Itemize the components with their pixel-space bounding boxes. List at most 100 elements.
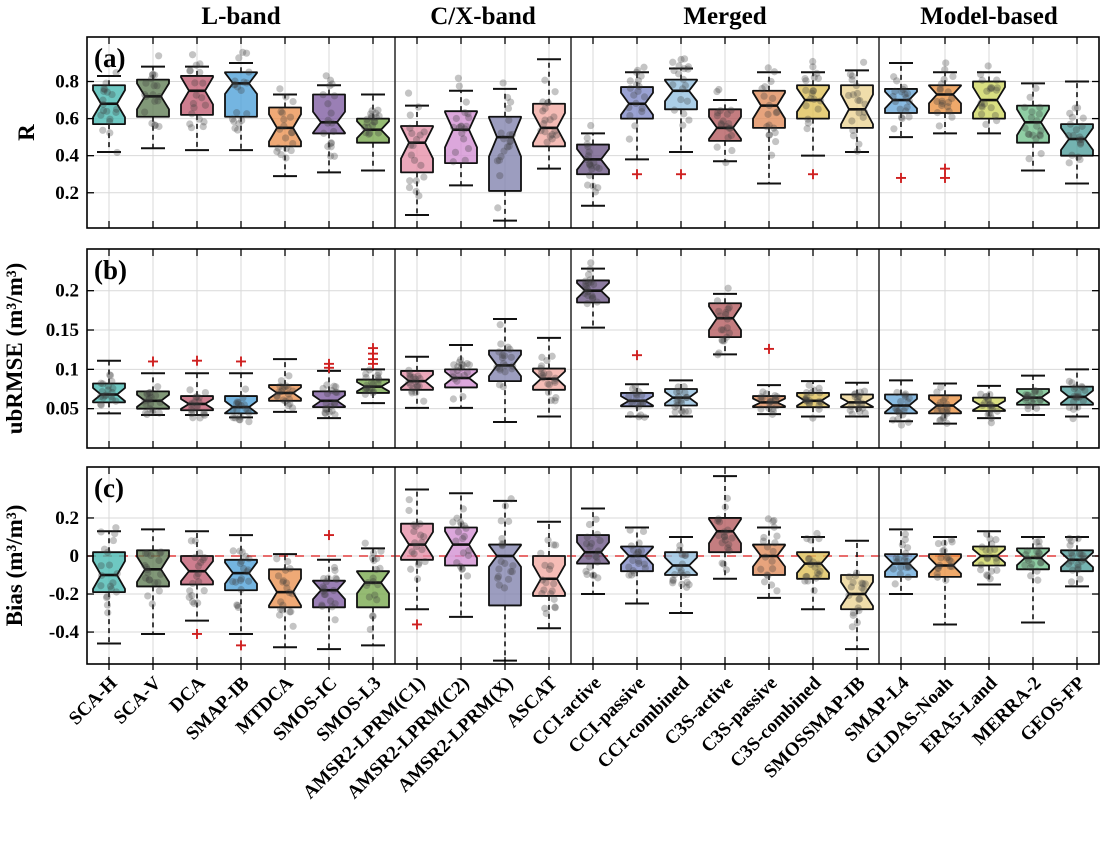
scatter-dot-a-16-6 [802,86,810,94]
scatter-dot-a-8-3 [457,122,465,131]
scatter-dot-c-9-1 [508,568,516,576]
scatter-dot-b-9-4 [506,345,514,353]
scatter-dot-a-13-10 [677,95,685,104]
scatter-dot-b-17-1 [851,390,859,398]
scatter-dot-b-7-3 [405,378,413,387]
scatter-dot-a-11-7 [586,160,594,168]
scatter-dot-a-17-17 [854,96,862,104]
scatter-dot-b-4-7 [285,372,293,380]
scatter-dot-c-9-13 [498,534,506,543]
scatter-dot-c-12-1 [635,559,643,568]
scatter-dot-b-21-17 [1022,391,1030,399]
scatter-dot-a-0-16 [102,79,110,87]
scatter-dot-b-19-3 [943,419,951,427]
scatter-dot-a-14-12 [723,110,731,118]
scatter-dot-b-0-16 [101,392,109,400]
scatter-dot-b-18-11 [901,404,909,412]
scatter-dot-c-4-3 [283,584,291,592]
scatter-dot-b-15-15 [757,405,765,413]
scatter-dot-b-13-9 [675,387,684,395]
scatter-dot-c-0-1 [104,609,112,617]
scatter-dot-b-13-10 [674,396,682,405]
scatter-dot-c-5-13 [318,601,326,609]
scatter-dot-a-5-6 [320,129,328,137]
scatter-dot-b-14-4 [723,324,731,332]
scatter-dot-b-14-13 [724,284,732,292]
scatter-dot-b-8-5 [454,363,462,371]
scatter-dot-c-22-14 [1077,551,1085,559]
scatter-dot-b-22-15 [1075,393,1083,401]
scatter-dot-c-9-2 [507,495,515,503]
scatter-dot-b-11-7 [581,277,590,285]
scatter-dot-b-4-4 [286,400,294,408]
scatter-dot-c-14-15 [725,547,733,555]
scatter-dot-c-12-8 [634,548,642,556]
scatter-dot-a-2-17 [186,67,194,75]
scatter-dot-b-17-5 [856,408,864,416]
scatter-dot-b-6-10 [375,369,383,377]
scatter-dot-c-12-11 [633,550,641,558]
scatter-dot-a-2-15 [196,68,204,76]
scatter-dot-c-7-9 [405,496,413,504]
scatter-dot-c-5-10 [331,616,339,624]
scatter-dot-a-6-16 [368,121,377,129]
scatter-dot-c-8-2 [453,559,461,567]
scatter-dot-b-8-0 [457,364,465,372]
scatter-dot-a-13-11 [683,97,691,105]
scatter-dot-b-12-11 [631,383,640,391]
scatter-dot-a-6-18 [375,112,383,120]
scatter-dot-c-18-7 [903,544,912,552]
scatter-dot-a-7-17 [408,129,416,138]
scatter-dot-c-22-17 [1069,566,1077,574]
scatter-dot-a-8-15 [462,98,470,106]
scatter-dot-a-3-13 [243,79,251,87]
scatter-dot-c-22-13 [1074,535,1082,543]
scatter-dot-a-22-18 [1076,155,1084,164]
scatter-dot-c-19-14 [942,554,951,562]
scatter-dot-a-5-17 [324,142,332,151]
scatter-dot-c-13-5 [669,576,677,584]
scatter-dot-b-6-0 [362,381,371,390]
scatter-dot-a-8-14 [462,122,471,130]
scatter-dot-c-18-15 [901,553,909,561]
scatter-dot-c-12-16 [627,542,635,550]
scatter-dot-c-13-16 [676,546,684,554]
scatter-dot-b-15-14 [773,401,781,410]
scatter-dot-c-10-14 [545,565,554,573]
scatter-dot-c-17-17 [849,578,857,587]
scatter-dot-a-11-0 [585,160,594,169]
scatter-dot-c-3-14 [243,568,251,576]
scatter-dot-a-6-2 [365,130,373,138]
scatter-dot-a-22-14 [1065,132,1073,140]
scatter-dot-b-14-9 [715,349,723,357]
scatter-dot-b-11-15 [584,279,593,287]
scatter-dot-a-13-17 [679,85,687,93]
scatter-dot-b-16-13 [807,389,815,397]
scatter-dot-c-22-7 [1074,563,1082,572]
scatter-dot-a-3-16 [243,110,251,118]
scatter-dot-c-22-5 [1075,550,1084,558]
scatter-dot-b-3-4 [234,400,242,408]
scatter-dot-b-22-16 [1078,383,1086,392]
scatter-dot-b-21-12 [1024,391,1032,399]
scatter-dot-c-17-14 [859,580,867,588]
scatter-dot-c-13-6 [685,581,693,589]
scatter-dot-b-22-10 [1074,389,1082,397]
scatter-dot-a-7-14 [420,173,428,181]
scatter-dot-c-6-11 [371,591,379,599]
scatter-dot-a-22-15 [1076,133,1084,141]
scatter-dot-a-15-3 [764,64,772,72]
scatter-dot-a-10-12 [543,138,551,146]
scatter-dot-c-4-10 [275,611,284,619]
scatter-dot-c-6-0 [363,581,371,590]
scatter-dot-b-22-7 [1065,377,1073,385]
scatter-dot-c-14-7 [715,518,724,526]
scatter-dot-b-19-14 [933,407,941,415]
scatter-dot-a-6-17 [372,109,380,117]
scatter-dot-a-4-0 [287,146,295,155]
scatter-dot-a-17-14 [856,96,864,105]
scatter-dot-b-1-18 [146,389,154,397]
scatter-dot-c-13-9 [678,560,687,568]
scatter-dot-a-19-3 [948,94,956,103]
ytick-label-b-1: 0.1 [55,359,79,380]
